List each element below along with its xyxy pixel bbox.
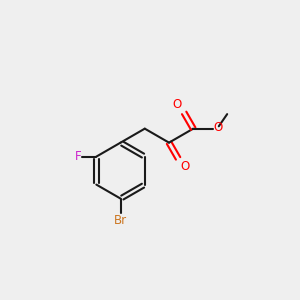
Text: O: O bbox=[180, 160, 189, 173]
Text: O: O bbox=[172, 98, 182, 111]
Text: F: F bbox=[74, 150, 81, 163]
Text: O: O bbox=[214, 121, 223, 134]
Text: Br: Br bbox=[114, 214, 127, 227]
